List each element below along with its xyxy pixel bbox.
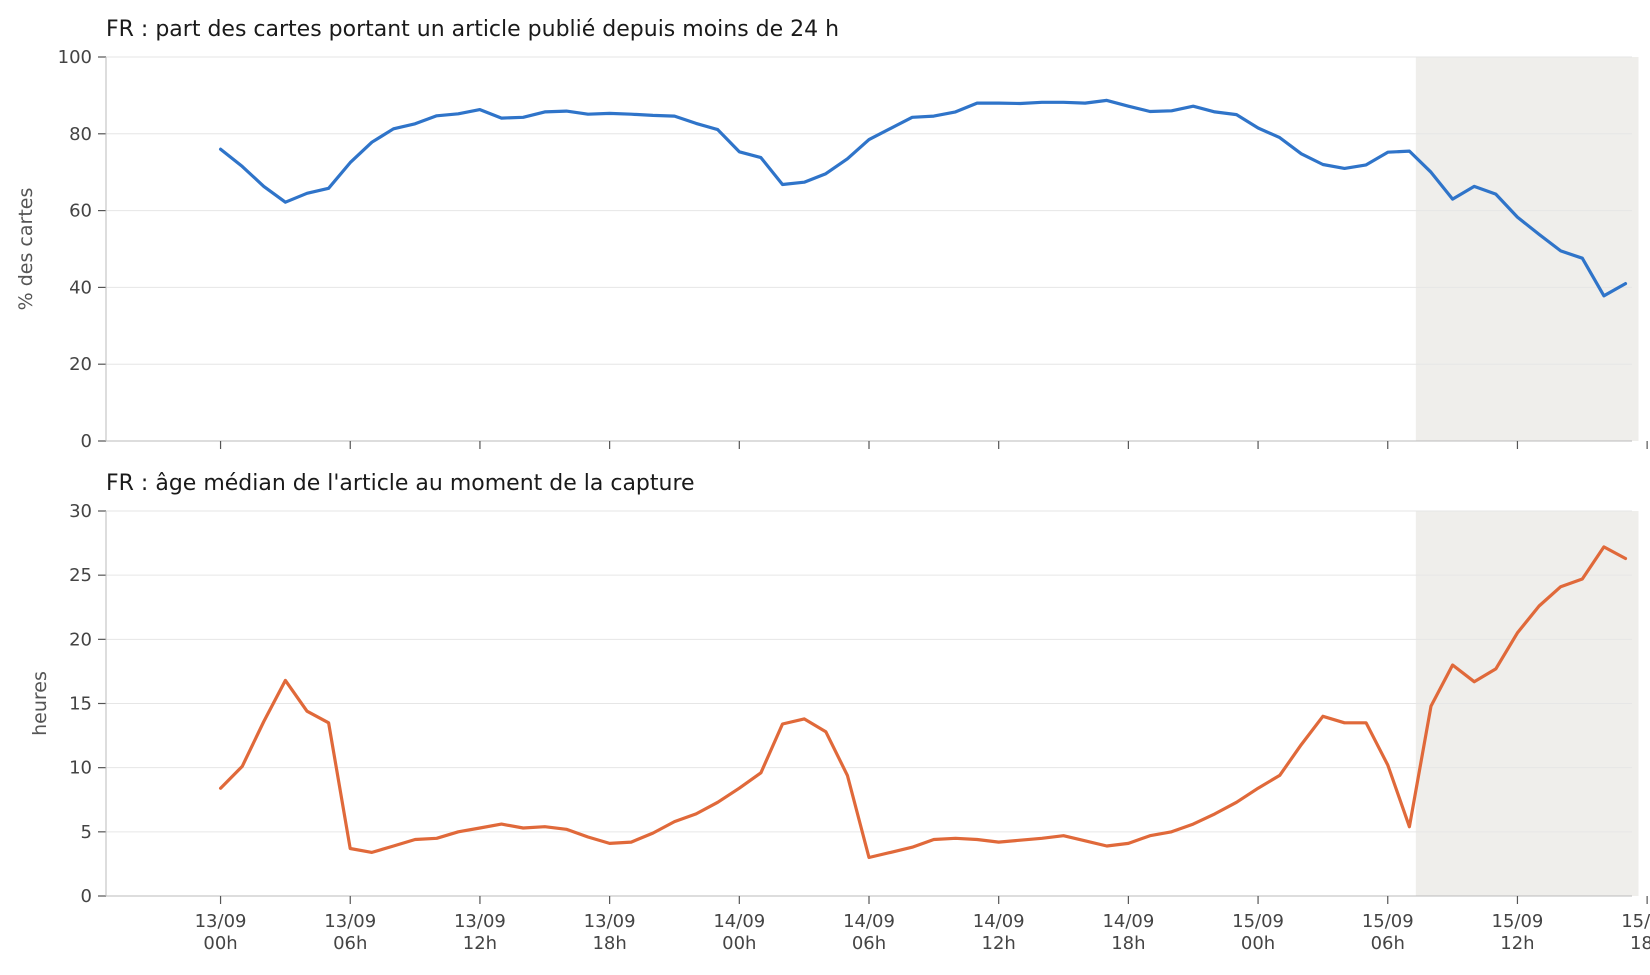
y-tick-label: 0 [81, 886, 92, 907]
x-tick-label-date: 13/09 [324, 911, 376, 932]
y-tick-label: 20 [69, 354, 92, 375]
x-tick-label-date: 14/09 [973, 911, 1025, 932]
x-tick-label-date: 15/09 [1621, 911, 1650, 932]
x-tick-label-date: 15/09 [1492, 911, 1544, 932]
x-tick-label-hour: 06h [333, 933, 367, 954]
chart-title: FR : âge médian de l'article au moment d… [106, 471, 695, 496]
y-tick-label: 20 [69, 629, 92, 650]
chart-title: FR : part des cartes portant un article … [106, 17, 839, 42]
y-axis-label: % des cartes [15, 188, 37, 311]
x-tick-label-date: 14/09 [1102, 911, 1154, 932]
y-tick-label: 80 [69, 124, 92, 145]
x-tick-label-hour: 00h [203, 933, 237, 954]
y-tick-label: 5 [81, 822, 92, 843]
x-tick-label-hour: 00h [1241, 933, 1275, 954]
x-tick-label-date: 13/09 [584, 911, 636, 932]
y-tick-label: 0 [81, 431, 92, 452]
x-tick-label-date: 15/09 [1362, 911, 1414, 932]
y-tick-label: 30 [69, 501, 92, 522]
x-tick-label-hour: 12h [982, 933, 1016, 954]
x-tick-label-hour: 18h [1111, 933, 1145, 954]
x-tick-label-date: 14/09 [713, 911, 765, 932]
x-tick-label-hour: 12h [1500, 933, 1534, 954]
x-tick-label-date: 14/09 [843, 911, 895, 932]
y-tick-label: 15 [69, 694, 92, 715]
x-tick-label-hour: 12h [463, 933, 497, 954]
y-axis-label: heures [29, 671, 51, 736]
x-tick-label-hour: 06h [852, 933, 886, 954]
y-tick-label: 100 [58, 47, 92, 68]
series-line-0 [219, 98, 1628, 298]
y-tick-label: 40 [69, 277, 92, 298]
y-tick-label: 60 [69, 201, 92, 222]
x-tick-label-date: 13/09 [454, 911, 506, 932]
x-tick-label-hour: 06h [1371, 933, 1405, 954]
x-tick-label-hour: 00h [722, 933, 756, 954]
chart-panel-age-median: 05101520253013/0900h13/0906h13/0912h13/0… [29, 471, 1650, 954]
y-tick-label: 25 [69, 565, 92, 586]
x-tick-label-hour: 18h [1630, 933, 1650, 954]
series-line-0 [219, 545, 1628, 860]
highlight-band [1415, 57, 1639, 441]
chart-panel-part-cartes-recentes: 0 20 40 60 80 100 FR : part des cartes portant… [15, 17, 1648, 452]
x-tick-label-hour: 18h [592, 933, 626, 954]
x-tick-label-date: 13/09 [195, 911, 247, 932]
y-tick-label: 10 [69, 758, 92, 779]
x-tick-label-date: 15/09 [1232, 911, 1284, 932]
